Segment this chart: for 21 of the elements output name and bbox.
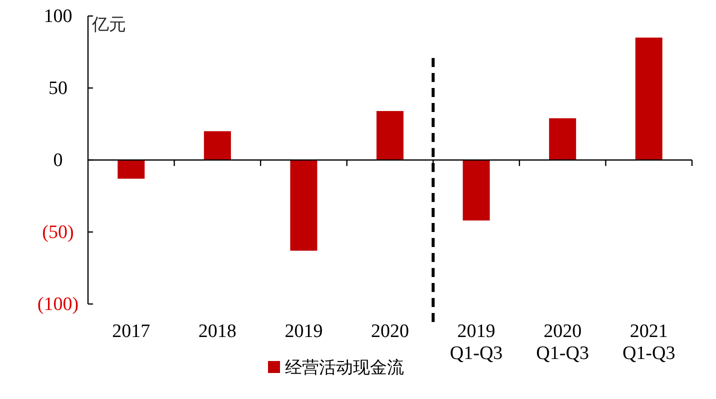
bar bbox=[118, 160, 145, 179]
x-tick-label: 2019 Q1-Q3 bbox=[450, 321, 503, 364]
y-tick-label: 0 bbox=[53, 150, 63, 171]
y-tick-label: 50 bbox=[48, 78, 68, 99]
x-tick-label: 2020 Q1-Q3 bbox=[536, 321, 589, 364]
bar bbox=[635, 38, 662, 160]
y-axis-title: 亿元 bbox=[91, 15, 126, 35]
legend-label: 经营活动现金流 bbox=[285, 358, 404, 378]
x-tick-label: 2018 bbox=[198, 321, 236, 342]
bar bbox=[549, 118, 576, 160]
x-tick-label: 2019 bbox=[284, 321, 323, 342]
y-tick-label: (100) bbox=[37, 294, 79, 315]
bar bbox=[290, 160, 318, 251]
bar bbox=[204, 131, 231, 160]
x-tick-label: 2017 bbox=[112, 321, 150, 342]
x-tick-label: 2020 bbox=[371, 321, 409, 342]
x-tick-label: 2021 Q1-Q3 bbox=[622, 321, 676, 364]
y-tick-label: 100 bbox=[44, 6, 72, 27]
bar bbox=[376, 111, 404, 160]
bar bbox=[462, 160, 490, 220]
y-tick-label: (50) bbox=[42, 222, 74, 243]
